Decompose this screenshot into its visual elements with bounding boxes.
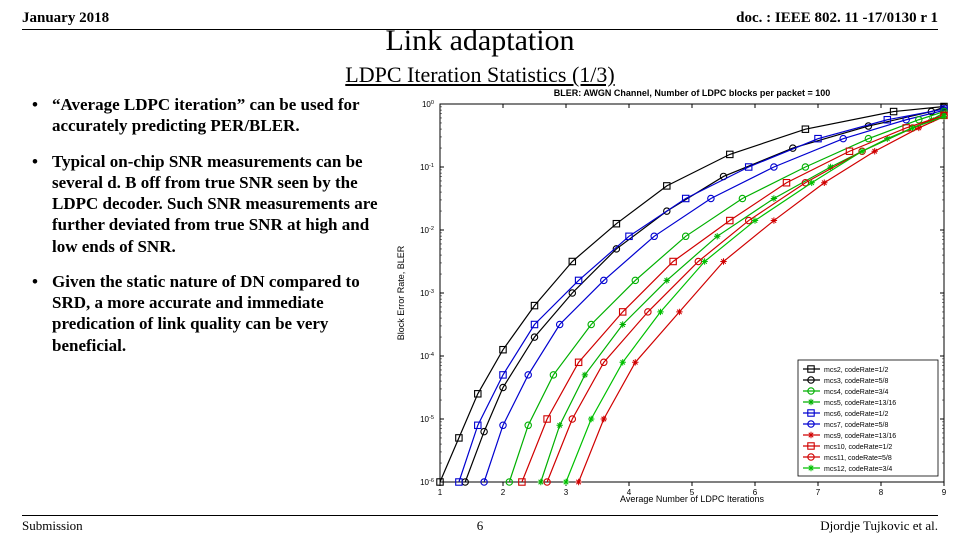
svg-text:Block Error Rate, BLER: Block Error Rate, BLER <box>396 245 406 340</box>
footer: Submission 6 Djordje Tujkovic et al. <box>22 515 938 534</box>
svg-text:8: 8 <box>879 488 884 497</box>
svg-text:1: 1 <box>438 488 443 497</box>
bullet-list: “Average LDPC iteration” can be used for… <box>30 94 380 370</box>
svg-text:mcs11, codeRate=5/8: mcs11, codeRate=5/8 <box>824 455 892 462</box>
svg-text:mcs6, codeRate=1/2: mcs6, codeRate=1/2 <box>824 411 889 418</box>
bullet-item: Typical on-chip SNR measurements can be … <box>30 151 380 257</box>
footer-page-number: 6 <box>477 518 484 534</box>
svg-text:3: 3 <box>564 488 569 497</box>
svg-text:mcs2, codeRate=1/2: mcs2, codeRate=1/2 <box>824 367 889 374</box>
page-title: Link adaptation <box>0 24 960 58</box>
svg-text:100: 100 <box>422 100 434 109</box>
footer-author: Djordje Tujkovic et al. <box>820 518 938 534</box>
svg-text:10-5: 10-5 <box>420 415 434 424</box>
svg-text:mcs12, codeRate=3/4: mcs12, codeRate=3/4 <box>824 466 892 473</box>
footer-left: Submission <box>22 518 83 534</box>
svg-text:mcs9, codeRate=13/16: mcs9, codeRate=13/16 <box>824 433 896 440</box>
bler-chart: BLER: AWGN Channel, Number of LDPC block… <box>392 86 950 508</box>
svg-text:7: 7 <box>816 488 821 497</box>
bullet-item: “Average LDPC iteration” can be used for… <box>30 94 380 137</box>
svg-text:10-2: 10-2 <box>420 226 434 235</box>
page-subtitle: LDPC Iteration Statistics (1/3) <box>0 62 960 88</box>
svg-text:mcs4, codeRate=3/4: mcs4, codeRate=3/4 <box>824 389 889 396</box>
svg-text:BLER: AWGN Channel, Number of: BLER: AWGN Channel, Number of LDPC block… <box>554 88 830 98</box>
svg-text:mcs3, codeRate=5/8: mcs3, codeRate=5/8 <box>824 378 889 385</box>
svg-text:mcs10, codeRate=1/2: mcs10, codeRate=1/2 <box>824 444 892 451</box>
svg-text:2: 2 <box>501 488 506 497</box>
svg-text:Average Number of LDPC Iterati: Average Number of LDPC Iterations <box>620 494 764 504</box>
svg-text:mcs7, codeRate=5/8: mcs7, codeRate=5/8 <box>824 422 889 429</box>
svg-text:10-6: 10-6 <box>420 478 434 487</box>
svg-text:10-1: 10-1 <box>420 163 434 172</box>
svg-text:9: 9 <box>942 488 947 497</box>
bullet-item: Given the static nature of DN compared t… <box>30 271 380 356</box>
svg-text:10-4: 10-4 <box>420 352 434 361</box>
svg-text:10-3: 10-3 <box>420 289 434 298</box>
svg-text:mcs5, codeRate=13/16: mcs5, codeRate=13/16 <box>824 400 896 407</box>
